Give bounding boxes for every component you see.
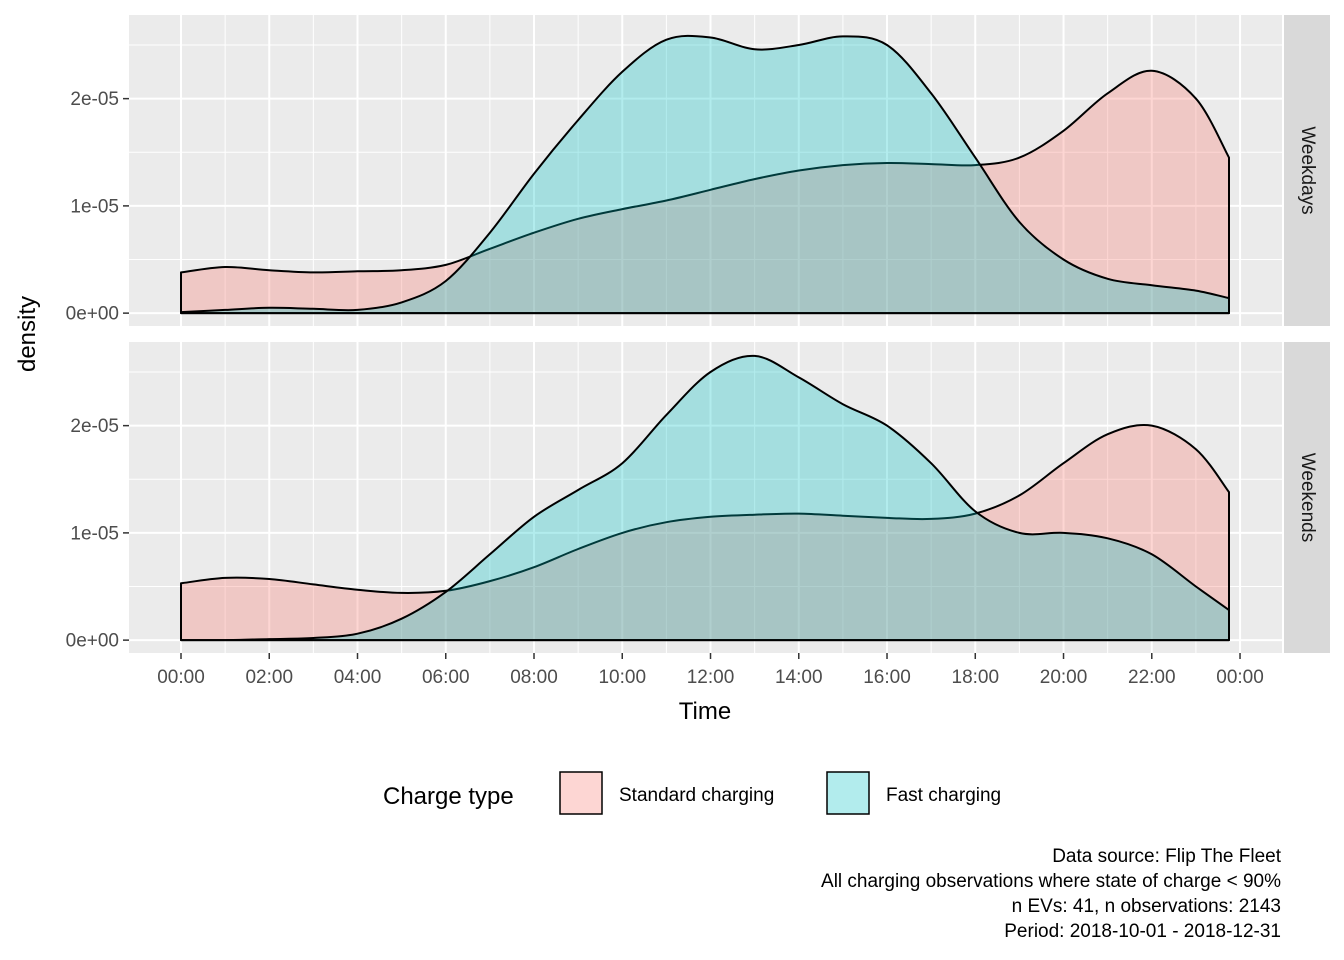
x-tick-label: 08:00 bbox=[510, 667, 558, 688]
legend: Charge type Standard charging Fast charg… bbox=[383, 771, 1001, 815]
caption-line-3: n EVs: 41, n observations: 2143 bbox=[1012, 896, 1281, 917]
y-tick-label: 1e-05 bbox=[70, 196, 119, 217]
density-area-standard-charging bbox=[180, 69, 1230, 315]
legend-label-fast-charging: Fast charging bbox=[886, 785, 1001, 806]
legend-key-fast-charging bbox=[826, 771, 870, 815]
x-tick-label: 14:00 bbox=[775, 667, 823, 688]
strip-background bbox=[1284, 15, 1330, 326]
legend-label-standard-charging: Standard charging bbox=[619, 785, 774, 806]
strip-background bbox=[1284, 342, 1330, 653]
caption-line-1: Data source: Flip The Fleet bbox=[1052, 846, 1282, 867]
x-tick-label: 18:00 bbox=[952, 667, 1000, 688]
caption-line-2: All charging observations where state of… bbox=[821, 871, 1281, 892]
panel-weekdays: 0e+00 1e-05 2e-05 Weekdays bbox=[66, 15, 1330, 326]
y-tick-label: 2e-05 bbox=[70, 416, 119, 437]
x-axis-title: Time bbox=[679, 698, 731, 725]
x-tick-label: 22:00 bbox=[1128, 667, 1176, 688]
density-area-standard-charging bbox=[180, 423, 1230, 642]
strip-label-weekends: Weekends bbox=[1297, 453, 1318, 542]
legend-title: Charge type bbox=[383, 783, 514, 810]
x-tick-label: 02:00 bbox=[245, 667, 293, 688]
x-tick-label: 20:00 bbox=[1040, 667, 1088, 688]
panel-weekends: 0e+00 1e-05 2e-05 Weekends bbox=[66, 342, 1330, 653]
panel-background bbox=[129, 342, 1282, 653]
caption-line-4: Period: 2018-10-01 - 2018-12-31 bbox=[1004, 921, 1281, 942]
panel-background bbox=[129, 15, 1282, 326]
y-tick-label: 2e-05 bbox=[70, 89, 119, 110]
panels-layer: 0e+00 1e-05 2e-05 Weekdays 0e+00 1e-05 2e-05 We… bbox=[66, 15, 1330, 653]
y-tick-label: 1e-05 bbox=[70, 523, 119, 544]
y-axis-title: density bbox=[14, 296, 41, 372]
x-axis: 00:00 02:00 04:00 06:00 08:00 10:00 12:00 14:00… bbox=[157, 653, 1264, 688]
caption: Data source: Flip The Fleet All charging… bbox=[821, 846, 1282, 942]
x-tick-label: 16:00 bbox=[863, 667, 911, 688]
y-tick-label: 0e+00 bbox=[66, 631, 119, 652]
x-tick-label: 12:00 bbox=[687, 667, 735, 688]
density-area-fast-charging bbox=[180, 34, 1230, 315]
x-tick-label: 00:00 bbox=[1216, 667, 1264, 688]
x-tick-label: 00:00 bbox=[157, 667, 205, 688]
y-tick-label: 0e+00 bbox=[66, 304, 119, 325]
legend-key-standard-charging bbox=[559, 771, 603, 815]
x-tick-label: 10:00 bbox=[598, 667, 646, 688]
strip-label-weekdays: Weekdays bbox=[1297, 126, 1318, 214]
x-tick-label: 06:00 bbox=[422, 667, 470, 688]
x-tick-label: 04:00 bbox=[334, 667, 382, 688]
density-area-fast-charging bbox=[180, 354, 1230, 642]
